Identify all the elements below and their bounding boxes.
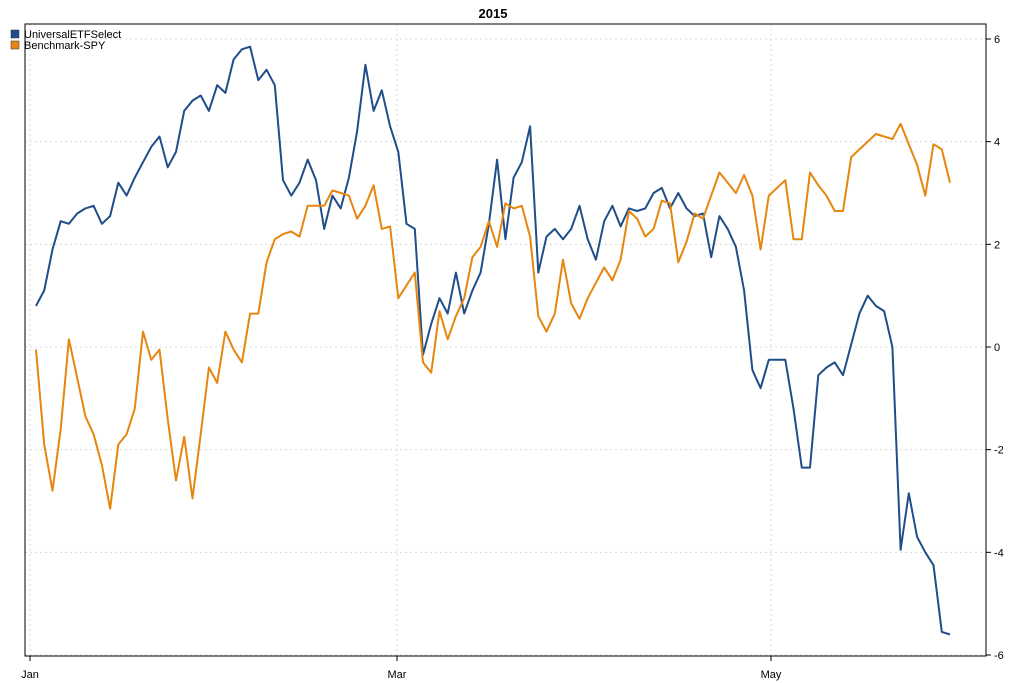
- chart-title: 2015: [479, 6, 508, 21]
- y-tick-label: -6: [994, 650, 1004, 662]
- y-axis: -6 -4 -2 0 2 4 6: [986, 34, 1004, 662]
- y-tick-label: -2: [994, 445, 1004, 457]
- legend-swatch: [10, 29, 20, 39]
- series-line-benchmark-spy: [35, 122, 951, 510]
- y-tick-label: 6: [994, 34, 1000, 46]
- series-line-universaletfselect: [35, 45, 951, 636]
- legend-label: Benchmark-SPY: [24, 40, 106, 52]
- x-axis: Jan Mar May: [21, 656, 782, 681]
- legend-label: UniversalETFSelect: [24, 29, 121, 41]
- y-tick-label: 4: [994, 137, 1000, 149]
- legend-swatch: [10, 40, 20, 50]
- grid: [25, 24, 986, 656]
- y-tick-label: 2: [994, 239, 1000, 251]
- y-tick-label: 0: [994, 342, 1000, 354]
- x-tick-label: May: [761, 669, 782, 681]
- x-tick-label: Jan: [21, 669, 39, 681]
- series-layer: [35, 45, 951, 636]
- y-tick-label: -4: [994, 547, 1004, 559]
- x-tick-label: Mar: [388, 669, 407, 681]
- plot-area-border: [24, 23, 987, 657]
